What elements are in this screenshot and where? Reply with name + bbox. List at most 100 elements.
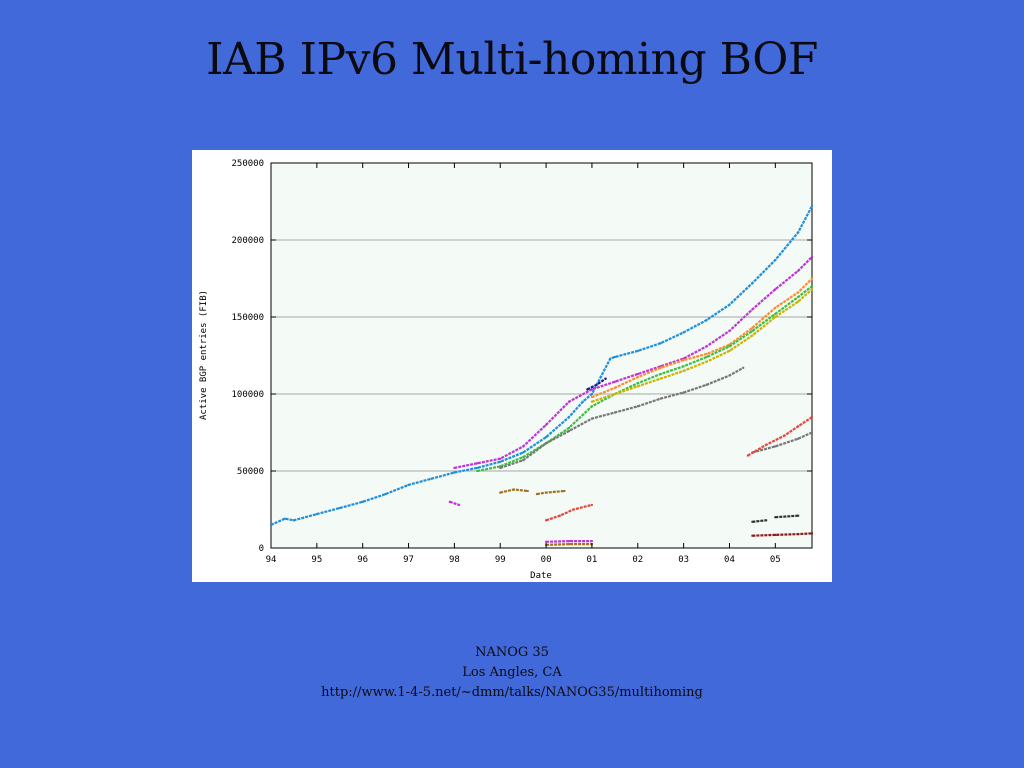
data-point [682,365,685,368]
data-point [774,445,777,448]
data-point [613,386,616,389]
data-point [797,437,800,440]
data-point [499,457,502,460]
data-point [568,400,570,403]
data-point [283,517,286,520]
data-point [728,329,731,332]
x-tick-label: 99 [495,555,506,565]
data-point [811,416,813,419]
data-point [682,359,685,362]
series-7 [746,416,813,457]
data-point [568,543,570,546]
data-point [811,532,813,535]
data-point [545,540,548,543]
data-point [590,417,593,420]
x-tick-label: 05 [770,555,781,565]
data-point [682,369,685,372]
series-10 [535,489,566,496]
data-point [751,308,754,311]
data-point [728,374,731,377]
data-point [797,296,800,298]
data-point [797,514,800,517]
data-point [499,465,502,468]
grid-lines [271,239,812,472]
data-point [581,400,584,403]
data-point [499,491,502,494]
data-point [361,500,364,503]
series-17 [586,377,607,391]
data-point [636,373,639,375]
data-point [563,490,566,492]
data-point [774,516,777,519]
series-line [454,256,813,469]
data-point [659,342,662,345]
data-point [315,513,318,516]
data-point [613,393,616,395]
data-point [590,393,593,395]
data-point [746,454,749,457]
data-point [590,388,593,391]
data-point [797,231,800,234]
data-point [751,282,754,285]
y-tick-label: 150000 [231,313,264,323]
series-16 [774,514,800,519]
data-point [728,303,731,306]
data-point [659,365,662,368]
data-point [705,360,708,363]
y-tick-label: 250000 [231,159,264,169]
data-point [797,425,800,428]
data-point [811,285,813,288]
data-point [522,459,525,462]
data-point [636,385,639,388]
data-point [499,460,502,463]
x-tick-label: 96 [357,555,368,565]
data-point [774,306,777,309]
y-tick-label: 50000 [237,467,264,477]
plot-area [270,162,813,549]
data-point [476,470,479,472]
data-point [613,411,616,414]
data-series [270,205,813,546]
data-point [636,382,639,385]
data-point [545,442,548,445]
data-point [705,353,708,355]
data-point [797,269,800,272]
data-point [705,319,708,322]
x-tick-label: 94 [266,555,277,565]
data-point [430,477,433,480]
series-line [449,500,460,506]
footer-url[interactable]: http://www.1-4-5.net/~dmm/talks/NANOG35/… [321,685,703,700]
series-line [545,503,593,522]
y-axis-ticks: 0 50000 100000 150000 200000 250000 [231,159,812,554]
data-point [384,493,387,496]
data-point [558,514,561,517]
y-tick-label: 0 [259,544,264,554]
data-point [774,259,777,261]
data-point [797,291,800,294]
data-point [705,383,708,386]
data-point [568,540,570,543]
data-point [590,405,593,408]
data-point [705,345,708,348]
data-point [636,376,639,379]
data-point [590,396,593,399]
data-point [751,326,754,329]
slide-title: IAB IPv6 Multi-homing BOF [206,34,818,85]
data-point [811,205,813,208]
data-point [545,491,548,494]
data-point [682,357,685,360]
data-point [292,519,295,522]
data-point [522,451,525,454]
data-point [407,483,410,486]
series-8 [545,503,593,522]
data-point [682,391,685,394]
data-point [751,534,754,537]
data-point [659,397,662,400]
x-axis-ticks: 94 95 96 97 98 99 00 01 02 03 04 05 [266,163,781,565]
data-point [572,508,575,511]
footer-event: NANOG 35 [475,645,549,660]
series-4 [590,288,813,403]
x-tick-label: 98 [449,555,460,565]
data-point [774,312,777,315]
data-point [774,316,777,318]
